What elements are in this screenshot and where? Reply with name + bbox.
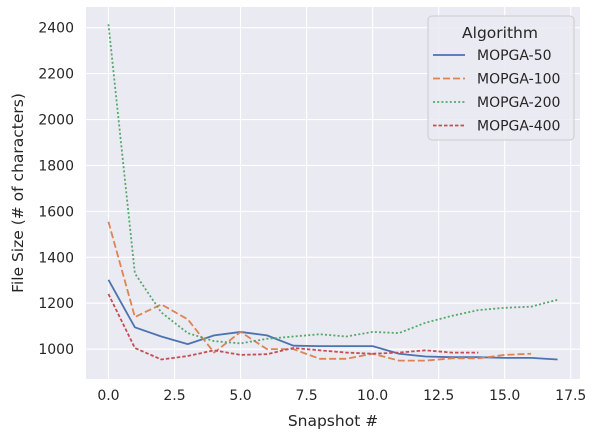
tick-labels: 0.0 2.5 5.0 7.5 10.0 12.5 15.0 17.5 1000 1200 1400… [38,21,586,404]
series-line-mopga-100 [107,221,532,362]
legend: Algorithm MOPGA-50MOPGA-100MOPGA-200MOPG… [427,15,575,141]
y-tick-label: 1600 [38,204,74,220]
x-tick-label: 10.0 [357,388,388,404]
y-tick-label: 1200 [38,296,74,312]
x-tick-label: 12.5 [423,388,454,404]
x-tick-label: 15.0 [489,388,520,404]
y-tick-label: 1800 [38,158,74,174]
legend-label: MOPGA-400 [477,119,560,135]
y-tick-label: 1400 [38,250,74,266]
y-tick-label: 2400 [38,21,74,37]
legend-label: MOPGA-100 [477,72,560,88]
legend-entries: MOPGA-50 MOPGA-100 MOPGA-200 MOPGA-400 [433,48,560,135]
x-tick-label: 0.0 [97,388,119,404]
series-line-mopga-400 [107,293,479,361]
legend-label: MOPGA-200 [477,95,560,111]
x-axis-title: Snapshot # [288,412,378,430]
x-tick-label: 7.5 [295,388,317,404]
legend-title: Algorithm [462,24,538,42]
x-tick-label: 5.0 [229,388,251,404]
legend-label: MOPGA-50 [477,48,552,64]
y-tick-label: 2200 [38,67,74,83]
x-tick-label: 2.5 [163,388,185,404]
legend-box [427,15,575,141]
x-tick-label: 17.5 [555,388,586,404]
y-axis-title: File Size (# of characters) [9,93,27,293]
series-lines [107,24,558,362]
y-tick-label: 1000 [38,342,74,358]
y-tick-label: 2000 [38,113,74,129]
